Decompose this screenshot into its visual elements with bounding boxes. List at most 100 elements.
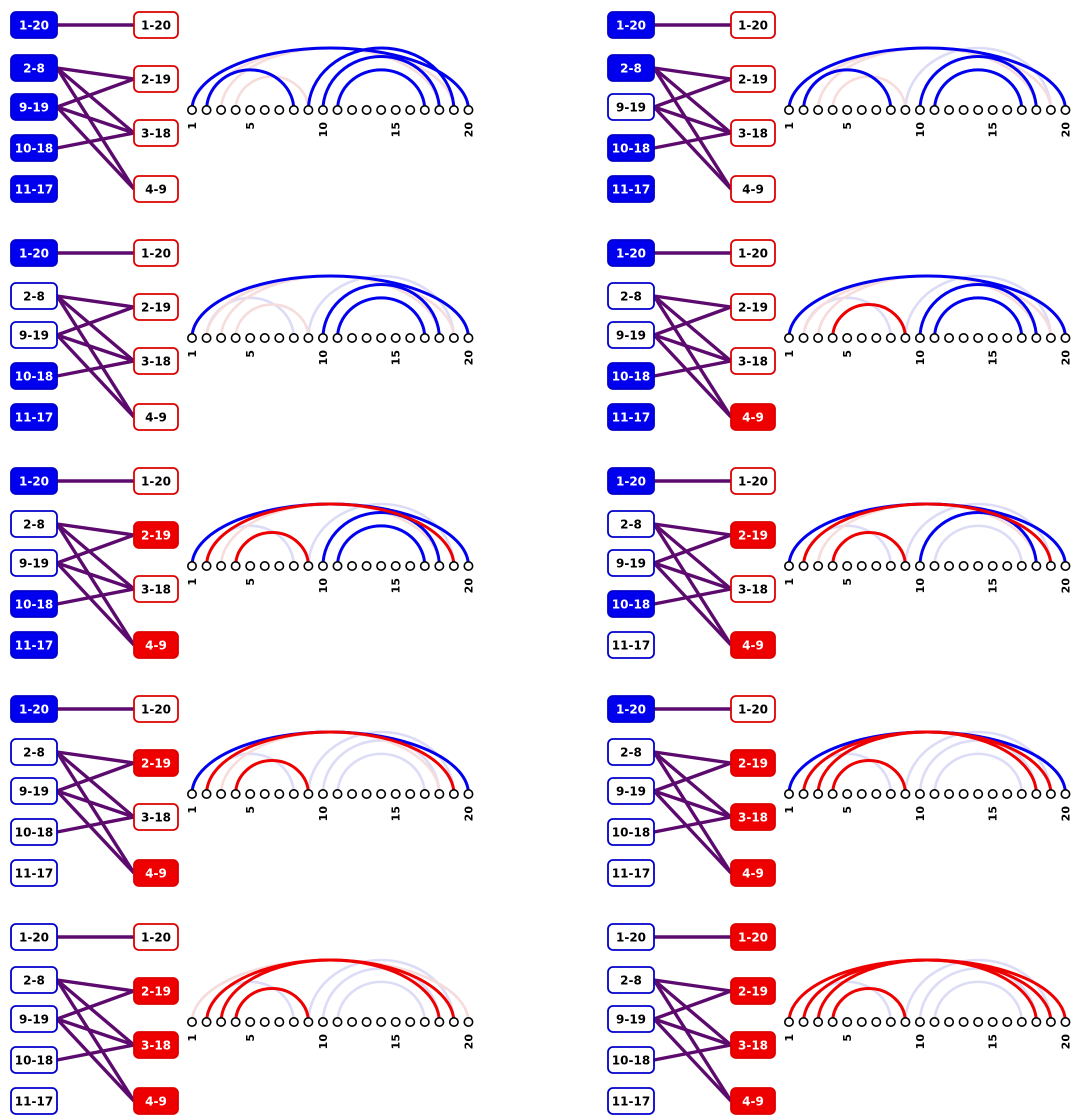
right-node-4-9: 4-9: [133, 175, 179, 203]
position-11: [332, 333, 343, 344]
arc-faint-left-11-17: [336, 980, 427, 1023]
position-16: [405, 333, 416, 344]
position-16: [405, 1017, 416, 1028]
position-3: [216, 105, 227, 116]
left-node-box: [10, 11, 58, 39]
position-9: [303, 333, 314, 344]
left-node-label: 9-19: [616, 785, 646, 799]
right-node-label: 1-20: [738, 247, 768, 261]
position-9: [900, 105, 911, 116]
position-11: [332, 105, 343, 116]
position-8: [885, 333, 896, 344]
position-circles: [187, 789, 474, 800]
right-node-box: [133, 119, 179, 147]
right-node-label: 1-20: [738, 931, 768, 945]
right-node-box: [133, 977, 179, 1005]
arc-blue-11-17: [933, 68, 1024, 111]
left-node-box: [10, 175, 58, 203]
position-9: [900, 789, 911, 800]
position-6: [856, 333, 867, 344]
left-node-1-20: 1-20: [10, 11, 58, 39]
arc-red-3-18: [219, 958, 441, 1023]
position-15: [987, 1017, 998, 1028]
left-node-1-20: 1-20: [10, 695, 58, 723]
right-node-box: [730, 1087, 776, 1115]
position-2: [798, 789, 809, 800]
right-node-box: [133, 803, 179, 831]
position-8: [288, 333, 299, 344]
left-node-box: [10, 1087, 58, 1115]
position-12: [944, 1017, 955, 1028]
tick-label: 5: [841, 350, 854, 358]
panel-7: 1 5 10 15 201-202-89-1910-1811-171-202-193-1…: [10, 695, 475, 887]
right-node-3-18: 3-18: [730, 803, 776, 831]
position-6: [259, 789, 270, 800]
tick-label: 15: [987, 350, 1000, 365]
edge: [56, 989, 135, 1021]
position-11: [929, 1017, 940, 1028]
position-1: [784, 561, 795, 572]
position-2: [798, 561, 809, 572]
edge: [56, 815, 135, 834]
position-18: [434, 333, 445, 344]
edge: [55, 1017, 136, 1103]
left-node-1-20: 1-20: [607, 467, 655, 495]
right-node-label: 2-19: [141, 757, 171, 771]
left-node-box: [10, 467, 58, 495]
panel-3: 1 5 10 15 201-202-89-1910-1811-171-202-193-1…: [10, 239, 475, 431]
left-node-2-8: 2-8: [10, 510, 58, 538]
edge: [653, 978, 732, 993]
left-node-label: 11-17: [612, 411, 650, 425]
tick-label: 10: [914, 578, 927, 594]
arc-red-2-19: [205, 730, 456, 795]
left-node-box: [607, 590, 655, 618]
right-node-box: [133, 239, 179, 267]
left-node-box: [607, 695, 655, 723]
left-node-2-8: 2-8: [10, 282, 58, 310]
left-node-box: [607, 175, 655, 203]
position-17: [419, 1017, 430, 1028]
position-19: [448, 333, 459, 344]
edge: [55, 561, 136, 647]
position-16: [405, 561, 416, 572]
position-circles: [187, 105, 474, 116]
position-2: [201, 561, 212, 572]
position-20: [463, 105, 474, 116]
edge: [653, 815, 732, 834]
position-10: [317, 561, 328, 572]
edge: [653, 789, 732, 819]
left-node-label: 9-19: [19, 101, 49, 115]
arc-faint-left-9-19: [904, 502, 1053, 567]
right-node-box: [133, 403, 179, 431]
left-node-label: 10-18: [15, 370, 53, 384]
left-node-label: 2-8: [620, 974, 642, 988]
edge: [652, 66, 733, 135]
position-14: [973, 561, 984, 572]
panel-2: 1 5 10 15 201-202-89-1910-1811-171-202-193-1…: [607, 11, 1072, 203]
position-7: [871, 789, 882, 800]
arc-blue-11-17: [933, 296, 1024, 339]
left-node-label: 11-17: [15, 183, 53, 197]
tick-label: 15: [987, 806, 1000, 821]
right-node-3-18: 3-18: [133, 1031, 179, 1059]
position-8: [885, 105, 896, 116]
left-node-2-8: 2-8: [10, 966, 58, 994]
arc-blue-11-17: [336, 68, 427, 111]
right-node-label: 2-19: [738, 757, 768, 771]
arc-blue-10-18: [321, 283, 441, 339]
right-node-2-19: 2-19: [730, 749, 776, 777]
arc-faint-left-1-20: [787, 958, 1067, 1023]
position-10: [317, 1017, 328, 1028]
active-arcs: [787, 502, 1067, 567]
edge: [653, 305, 732, 337]
edge: [56, 978, 135, 993]
position-8: [288, 789, 299, 800]
edge: [652, 523, 733, 646]
right-node-label: 3-18: [738, 355, 768, 369]
left-node-box: [607, 239, 655, 267]
edge: [653, 66, 732, 81]
right-node-box: [730, 467, 776, 495]
edge: [56, 761, 135, 793]
tick-label: 1: [186, 350, 199, 358]
edge: [653, 131, 732, 150]
